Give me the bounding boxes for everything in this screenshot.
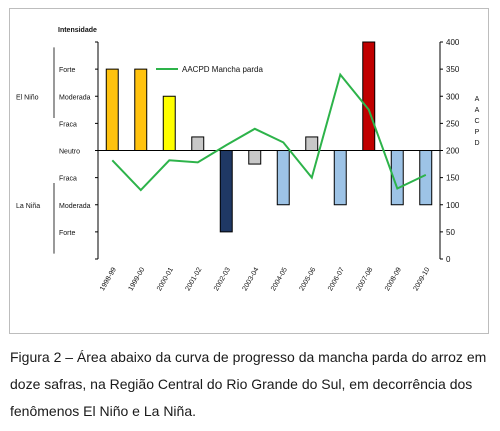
figure-caption: Figura 2 – Área abaixo da curva de progr… <box>10 349 487 419</box>
x-tick-label: 2000-01 <box>156 266 175 292</box>
enso-bar <box>248 150 262 165</box>
enso-aacpd-chart: Intensidade El Niño Forte Moderada Fraca Neut… <box>16 27 480 292</box>
right-axis-title-letter: C <box>474 118 479 125</box>
enso-bar <box>105 68 119 151</box>
x-tick-label: 2004-05 <box>270 266 289 292</box>
enso-bar <box>191 136 205 151</box>
enso-bar <box>219 150 233 233</box>
group-label: La Niña <box>16 203 40 210</box>
right-axis-tick-label: 0 <box>446 255 451 264</box>
right-axis-title-letter: A <box>475 96 480 103</box>
intensity-level-label: Moderada <box>59 203 91 210</box>
enso-bar <box>362 41 376 151</box>
intensity-level-label: Neutro <box>59 149 80 156</box>
right-axis-tick-label: 100 <box>446 201 460 210</box>
right-axis-title-letter: P <box>475 129 480 136</box>
enso-bar <box>305 136 319 151</box>
aacpd-line <box>111 72 427 192</box>
intensity-level-label: Forte <box>59 230 75 237</box>
right-axis-tick-label: 300 <box>446 92 460 101</box>
enso-bar <box>333 150 347 206</box>
right-axis-tick-label: 350 <box>446 65 460 74</box>
x-tick-label: 1998-99 <box>99 266 118 292</box>
left-axis-title: Intensidade <box>58 27 97 34</box>
x-tick-label: 2006-07 <box>327 266 346 292</box>
right-axis-tick-label: 200 <box>446 147 460 156</box>
x-tick-label: 2008-09 <box>384 266 403 292</box>
x-tick-label: 2003-04 <box>242 266 261 292</box>
enso-bar <box>134 68 148 151</box>
intensity-level-label: Fraca <box>59 121 77 128</box>
right-axis-tick-label: 400 <box>446 38 460 47</box>
x-tick-label: 2001-02 <box>185 266 204 292</box>
x-tick-label: 2002-03 <box>213 266 232 292</box>
right-axis-tick-label: 50 <box>446 228 455 237</box>
right-axis-tick-label: 250 <box>446 119 460 128</box>
group-label: El Niño <box>16 94 39 101</box>
x-tick-label: 2009-10 <box>413 266 432 292</box>
x-tick-label: 1999-00 <box>128 266 147 292</box>
x-tick-label: 2007-08 <box>356 266 375 292</box>
legend-label: AACPD Mancha parda <box>182 65 263 74</box>
intensity-level-label: Fraca <box>59 176 77 183</box>
x-tick-label: 2005-06 <box>299 266 318 292</box>
enso-bar <box>276 150 290 206</box>
intensity-level-label: Moderada <box>59 94 91 101</box>
enso-bar <box>162 95 176 151</box>
right-axis-tick-label: 150 <box>446 174 460 183</box>
right-axis-title-letter: D <box>474 140 479 147</box>
enso-bar <box>390 150 404 206</box>
intensity-level-label: Forte <box>59 67 75 74</box>
right-axis-title-letter: A <box>475 107 480 114</box>
chart-frame: Intensidade El Niño Forte Moderada Fraca Neut… <box>9 8 489 334</box>
